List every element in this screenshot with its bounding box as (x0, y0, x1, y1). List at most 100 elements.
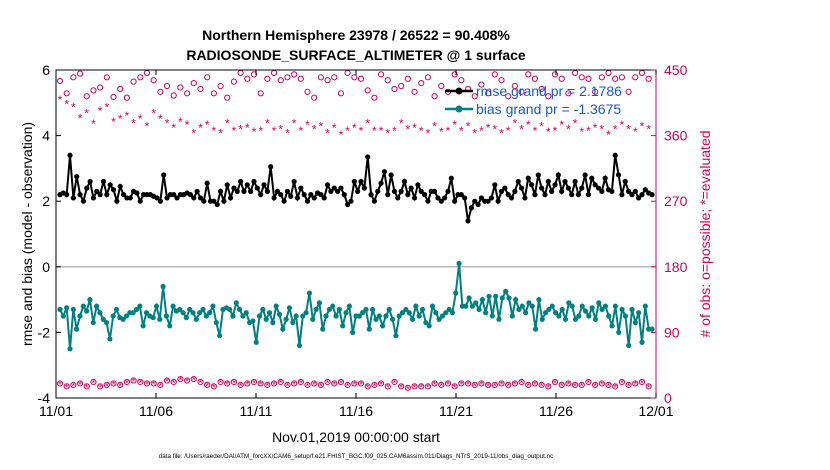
rmse-point (355, 188, 361, 194)
bias-point (363, 306, 369, 313)
rmse-point (335, 188, 341, 194)
evaluated-count-marker: * (499, 127, 504, 141)
rmse-point (70, 195, 76, 201)
bias-point (67, 346, 73, 352)
bias-point (200, 306, 206, 313)
low-evaluated-count-marker: * (560, 381, 564, 392)
bias-point (562, 316, 569, 322)
bias-point (493, 293, 499, 299)
legend-rmse-label: rmse grand pr = 2.1786 (476, 83, 622, 99)
rmse-point (288, 193, 294, 199)
possible-count-marker (612, 75, 619, 82)
bias-point (290, 319, 296, 326)
x-tick-label: 11/26 (539, 403, 573, 419)
low-evaluated-count-marker: * (239, 381, 243, 392)
bias-point (207, 310, 213, 316)
low-evaluated-count-marker: * (399, 383, 403, 394)
bias-point (167, 323, 173, 329)
bias-point (313, 306, 319, 313)
low-evaluated-count-marker: * (225, 380, 229, 391)
evaluated-count-marker: * (104, 100, 109, 114)
possible-count-marker (398, 82, 405, 90)
rmse-point (294, 195, 301, 201)
possible-count-marker (90, 87, 97, 94)
low-evaluated-count-marker: * (600, 380, 604, 391)
bias-point (569, 303, 575, 309)
bias-point (193, 316, 199, 322)
possible-count-marker (538, 85, 545, 93)
bias-point (177, 306, 183, 313)
bias-point (622, 313, 628, 319)
possible-count-marker (190, 80, 197, 87)
low-evaluated-count-marker: * (633, 380, 637, 391)
rmse-point (515, 178, 521, 185)
low-evaluated-count-marker: * (125, 378, 129, 389)
rmse-point (214, 201, 220, 208)
evaluated-count-marker: * (486, 121, 491, 135)
rmse-point (589, 175, 595, 181)
bias-point (233, 300, 239, 306)
low-evaluated-count-marker: * (493, 381, 497, 392)
bias-point (443, 310, 449, 316)
low-possible-count-marker (571, 381, 579, 388)
bias-point (253, 339, 259, 345)
bias-point (386, 306, 392, 313)
left-tick-label: -4 (38, 390, 51, 406)
bias-point (346, 303, 352, 309)
low-possible-count-marker (224, 380, 231, 387)
rmse-point (371, 198, 377, 204)
bias-point (323, 313, 329, 319)
rmse-point (559, 188, 565, 194)
low-possible-count-marker (204, 381, 211, 388)
low-possible-count-marker (645, 383, 652, 390)
rmse-point (120, 192, 127, 198)
possible-count-marker (458, 77, 465, 84)
evaluated-count-marker: * (138, 112, 143, 126)
possible-count-marker (70, 74, 77, 81)
rmse-point (301, 192, 307, 198)
left-tick-label: 6 (42, 62, 50, 78)
low-possible-count-marker (324, 378, 331, 386)
low-evaluated-count-marker: * (205, 381, 209, 392)
bias-point (419, 306, 426, 313)
evaluated-count-marker: * (171, 121, 176, 135)
bias-point (243, 310, 249, 316)
evaluated-count-marker: * (359, 124, 364, 138)
evaluated-count-marker: * (178, 115, 183, 129)
bias-point (320, 326, 326, 332)
possible-count-marker (498, 77, 505, 84)
rmse-point (375, 188, 381, 194)
bias-point (180, 310, 186, 316)
rmse-point (539, 185, 545, 191)
rmse-point (398, 188, 404, 194)
rmse-point (197, 195, 204, 201)
bias-point (606, 313, 612, 319)
bias-point (526, 300, 532, 306)
bias-point (486, 293, 492, 299)
low-possible-count-marker (638, 378, 646, 386)
rmse-point (505, 192, 511, 198)
low-evaluated-count-marker: * (332, 380, 336, 391)
evaluated-count-marker: * (78, 111, 83, 125)
low-evaluated-count-marker: * (199, 378, 203, 389)
rmse-point (378, 180, 384, 186)
bias-point (506, 295, 512, 301)
bias-point (380, 323, 386, 329)
possible-count-marker (177, 84, 184, 91)
rmse-point (488, 195, 495, 201)
evaluated-count-marker: * (71, 100, 76, 114)
low-evaluated-count-marker: * (259, 380, 263, 391)
possible-count-marker (565, 90, 572, 97)
bias-point (619, 306, 625, 313)
evaluated-count-marker: * (646, 122, 651, 136)
low-evaluated-count-marker: * (500, 380, 504, 391)
legend-bias-marker (455, 105, 463, 113)
rmse-point (127, 195, 133, 201)
evaluated-count-marker: * (352, 121, 357, 135)
rmse-point (385, 192, 391, 198)
bias-point (403, 306, 409, 313)
rmse-point (291, 178, 297, 185)
rmse-point (625, 188, 632, 194)
bias-point (602, 303, 609, 309)
evaluated-count-marker: * (272, 124, 277, 138)
